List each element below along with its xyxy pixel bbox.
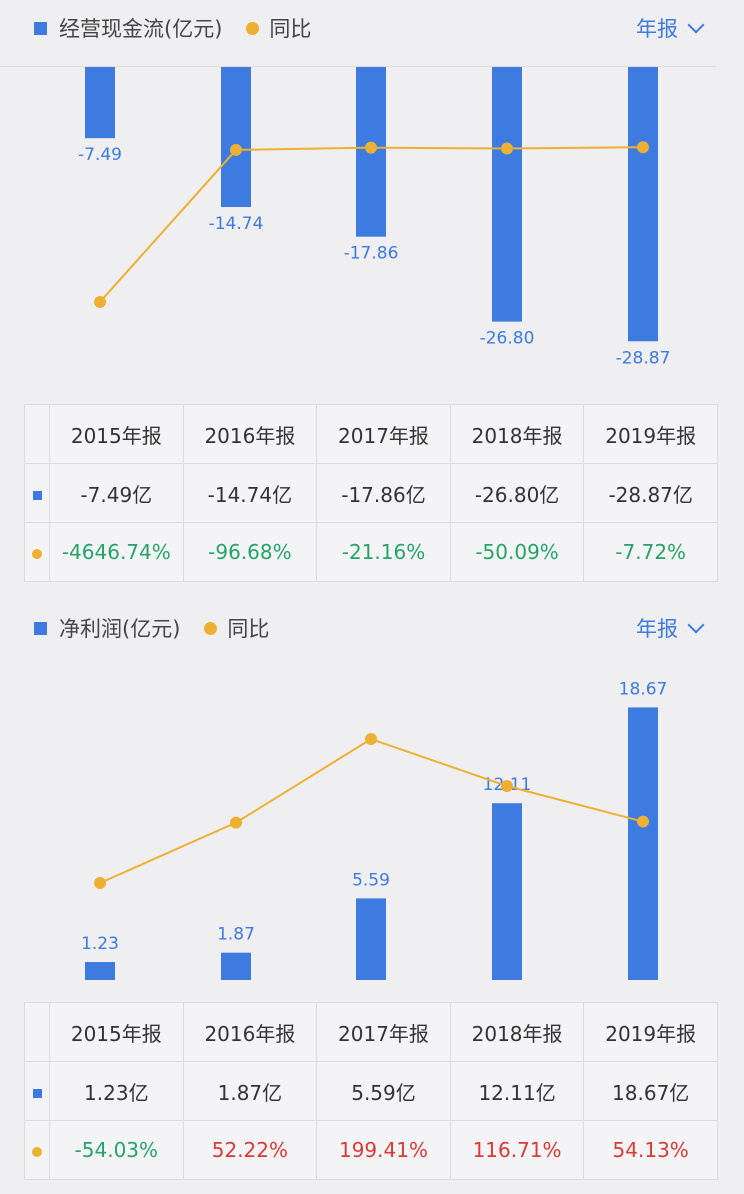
bar-value-label: -26.80 — [480, 329, 535, 349]
table-row-values: 1.23亿 1.87亿 5.59亿 12.11亿 18.67亿 — [24, 1061, 718, 1121]
yoy-cell: -21.16% — [316, 522, 451, 582]
bar-value-label: 1.87 — [217, 925, 255, 945]
value-cell: 5.59亿 — [316, 1061, 451, 1121]
net-profit-chart: 1.231.875.5912.1118.67 — [81, 679, 668, 980]
yoy-point — [637, 141, 649, 154]
table-header-cell: 2015年报 — [49, 1002, 184, 1062]
yoy-point — [94, 296, 106, 308]
bar — [628, 707, 658, 980]
table-header-cell: 2016年报 — [182, 1002, 318, 1062]
bar-value-label: -17.86 — [344, 244, 399, 264]
bar — [221, 67, 251, 208]
table-header-cell: 2019年报 — [583, 1002, 718, 1062]
bar — [356, 898, 386, 980]
row-dot-icon — [24, 522, 50, 582]
table-header-cell: 2015年报 — [49, 404, 184, 464]
yoy-cell: 199.41% — [316, 1120, 451, 1180]
yoy-point — [94, 877, 106, 889]
line-legend-dot-icon — [204, 621, 218, 635]
value-cell: 1.23亿 — [49, 1061, 184, 1121]
table-header-cell: 2018年报 — [449, 404, 585, 464]
bar-legend-label: 净利润(亿元) — [59, 617, 181, 641]
yoy-cell: -96.68% — [182, 522, 318, 582]
chart-legend: 经营现金流(亿元) 同比 — [34, 12, 311, 44]
table-corner-cell — [24, 404, 50, 464]
period-selector-label: 年报 — [636, 617, 678, 641]
yoy-point — [501, 142, 513, 155]
bar-value-label: 18.67 — [619, 679, 668, 699]
value-cell: 12.11亿 — [449, 1061, 585, 1121]
period-selector-label: 年报 — [636, 17, 678, 41]
bar — [628, 67, 658, 342]
table-header-cell: 2016年报 — [182, 404, 318, 464]
cash-flow-table: 2015年报 2016年报 2017年报 2018年报 2019年报 -7.49… — [24, 404, 718, 582]
row-square-icon — [24, 463, 50, 523]
bar-value-label: -7.49 — [78, 145, 122, 165]
chart-baseline — [0, 66, 716, 67]
cash-flow-panel: 经营现金流(亿元) 同比 年报 -7.49 -14.74 -17.86 -26.80-… — [0, 12, 718, 582]
bar-value-label: 5.59 — [352, 870, 390, 890]
net-profit-panel: 净利润(亿元) 同比 年报 1.231.875.5912.1118.67 201… — [0, 600, 744, 1194]
bar-legend-square-icon — [34, 21, 47, 35]
bar-legend-label: 经营现金流(亿元) — [59, 17, 223, 41]
line-legend-label: 同比 — [227, 617, 270, 641]
table-header-cell: 2017年报 — [316, 404, 451, 464]
value-cell: -7.49亿 — [49, 463, 184, 523]
table-corner-cell — [24, 1002, 50, 1062]
bar — [85, 962, 115, 980]
yoy-cell: 52.22% — [182, 1120, 318, 1180]
table-row-values: -7.49亿 -14.74亿 -17.86亿 -26.80亿 -28.87亿 — [24, 463, 718, 523]
table-row-yoy: -4646.74% -96.68% -21.16% -50.09% -7.72% — [24, 522, 718, 582]
yoy-line — [99, 737, 644, 884]
table-header-cell: 2019年报 — [583, 404, 718, 464]
yoy-point — [230, 816, 242, 829]
value-cell: -28.87亿 — [583, 463, 718, 523]
yoy-point — [637, 815, 649, 828]
cash-flow-chart: -7.49 -14.74 -17.86 -26.80 -28.87 — [78, 67, 671, 368]
table-row-yoy: -54.03% 52.22% 199.41% 116.71% 54.13% — [24, 1120, 718, 1180]
yoy-point — [365, 141, 377, 154]
bar — [221, 952, 251, 980]
bar-value-label: -14.74 — [209, 214, 264, 234]
period-selector[interactable]: 年报 — [636, 612, 705, 644]
bar-legend-square-icon — [34, 621, 47, 635]
line-legend-dot-icon — [246, 21, 260, 35]
table-header-cell: 2017年报 — [316, 1002, 451, 1062]
yoy-cell: 54.13% — [583, 1120, 718, 1180]
table-header-cell: 2018年报 — [449, 1002, 585, 1062]
table-header-row: 2015年报 2016年报 2017年报 2018年报 2019年报 — [24, 404, 718, 464]
value-cell: -14.74亿 — [182, 463, 318, 523]
bar-value-label: -28.87 — [616, 348, 671, 368]
row-dot-icon — [24, 1120, 50, 1180]
yoy-cell: -50.09% — [449, 522, 585, 582]
period-selector[interactable]: 年报 — [636, 12, 705, 44]
value-cell: -26.80亿 — [449, 463, 585, 523]
yoy-cell: -7.72% — [583, 522, 718, 582]
chart-legend: 净利润(亿元) 同比 — [34, 612, 269, 644]
table-header-row: 2015年报 2016年报 2017年报 2018年报 2019年报 — [24, 1002, 718, 1062]
bar — [492, 803, 522, 980]
yoy-cell: -54.03% — [49, 1120, 184, 1180]
yoy-point — [365, 733, 377, 746]
bar-value-label: 1.23 — [81, 934, 119, 954]
row-square-icon — [24, 1061, 50, 1121]
value-cell: -17.86亿 — [316, 463, 451, 523]
yoy-cell: -4646.74% — [49, 522, 184, 582]
net-profit-table: 2015年报 2016年报 2017年报 2018年报 2019年报 1.23亿… — [24, 1002, 718, 1180]
value-cell: 18.67亿 — [583, 1061, 718, 1121]
line-legend-label: 同比 — [269, 17, 312, 41]
bar — [85, 67, 115, 139]
bar — [492, 67, 522, 322]
value-cell: 1.87亿 — [182, 1061, 318, 1121]
yoy-point — [501, 780, 513, 793]
yoy-point — [230, 143, 242, 156]
yoy-cell: 116.71% — [449, 1120, 585, 1180]
